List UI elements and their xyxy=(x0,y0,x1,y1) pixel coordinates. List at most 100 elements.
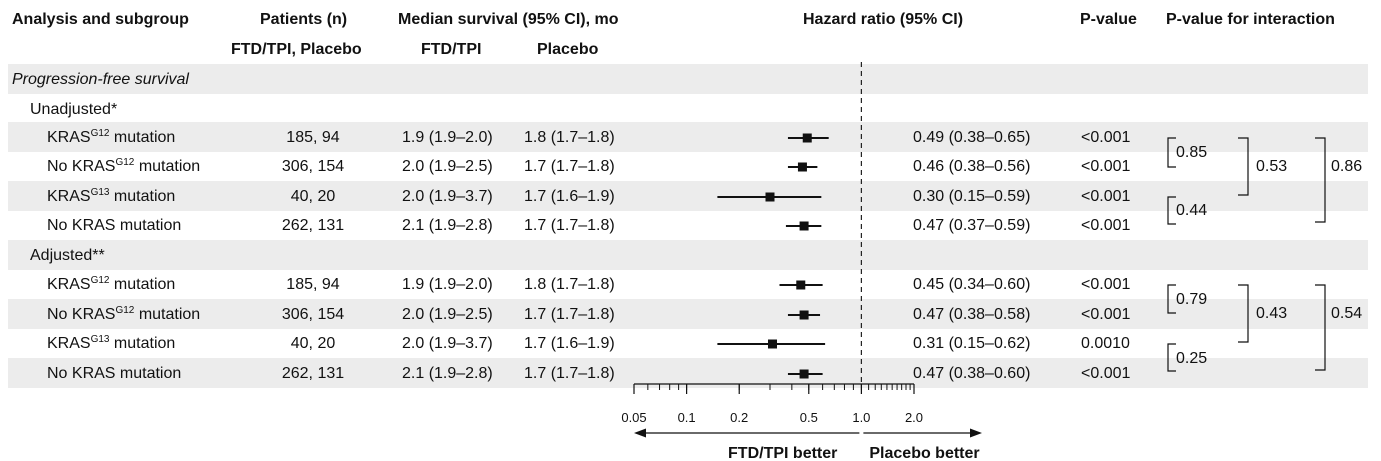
row-median-placebo: 1.7 (1.7–1.8) xyxy=(524,217,615,234)
row-median-placebo: 1.8 (1.7–1.8) xyxy=(524,276,615,293)
section-unadjusted: Unadjusted* xyxy=(30,101,118,118)
row-hr-text: 0.47 (0.38–0.58) xyxy=(913,306,1031,323)
row-label: No KRASG12 mutation xyxy=(47,306,200,324)
header-analysis: Analysis and subgroup xyxy=(12,11,189,28)
row-label-superscript: G13 xyxy=(90,187,110,198)
row-median-ftd: 1.9 (1.9–2.0) xyxy=(402,276,493,293)
row-label-superscript: G12 xyxy=(115,157,135,168)
hr-point xyxy=(802,133,812,143)
row-label-suffix: mutation xyxy=(109,276,176,293)
row-median-ftd: 2.1 (1.9–2.8) xyxy=(402,365,493,382)
row-pvalue: <0.001 xyxy=(1081,188,1131,205)
row-label: No KRAS mutation xyxy=(47,365,181,383)
header-pinteraction: P-value for interaction xyxy=(1166,11,1335,28)
row-patients: 185, 94 xyxy=(286,129,340,146)
row-patients: 40, 20 xyxy=(290,188,336,205)
row-label-superscript: G12 xyxy=(90,275,110,286)
interaction-adj-all: 0.54 xyxy=(1331,305,1363,322)
row-label-text: KRAS xyxy=(47,335,91,352)
x-axis-tick-label: 2.0 xyxy=(905,410,923,425)
row-median-placebo: 1.7 (1.7–1.8) xyxy=(524,158,615,175)
header-median-placebo: Placebo xyxy=(537,41,599,58)
row-label: KRASG13 mutation xyxy=(47,188,175,206)
hr-point xyxy=(799,310,809,320)
header-patients-sub: FTD/TPI, Placebo xyxy=(231,41,362,58)
row-median-ftd: 2.0 (1.9–3.7) xyxy=(402,188,493,205)
row-hr-text: 0.45 (0.34–0.60) xyxy=(913,276,1031,293)
row-hr-text: 0.47 (0.38–0.60) xyxy=(913,365,1031,382)
interaction-adj-g12-vs-g13: 0.43 xyxy=(1256,305,1288,322)
row-pvalue: <0.001 xyxy=(1081,276,1131,293)
bracket-adj-g12 xyxy=(1167,284,1176,314)
row-pvalue: 0.0010 xyxy=(1081,335,1130,352)
interaction-unadj-all: 0.86 xyxy=(1331,158,1363,175)
row-label-text: No KRAS xyxy=(47,158,116,175)
bracket-unadj-g12 xyxy=(1167,137,1176,168)
row-label-superscript: G13 xyxy=(90,334,110,345)
hr-point xyxy=(767,339,777,349)
section-adjusted: Adjusted** xyxy=(30,247,105,264)
interaction-adj-g13: 0.25 xyxy=(1176,350,1208,367)
row-hr-text: 0.30 (0.15–0.59) xyxy=(913,188,1031,205)
row-patients: 262, 131 xyxy=(281,365,345,382)
row-hr-text: 0.47 (0.37–0.59) xyxy=(913,217,1031,234)
row-hr-text: 0.31 (0.15–0.62) xyxy=(913,335,1031,352)
section-endpoint: Progression-free survival xyxy=(12,71,189,88)
header-patients: Patients (n) xyxy=(260,11,348,28)
hr-point xyxy=(799,369,809,379)
left-arrow-head xyxy=(634,428,646,438)
hr-point xyxy=(765,192,775,202)
row-label-text: KRAS xyxy=(47,276,91,293)
row-label-text: No KRAS mutation xyxy=(47,217,182,234)
left-favour-label: FTD/TPI better xyxy=(728,445,837,461)
row-label: No KRAS mutation xyxy=(47,217,181,235)
x-axis-tick-label: 0.05 xyxy=(621,410,646,425)
header-hazard-ratio: Hazard ratio (95% CI) xyxy=(803,11,964,28)
x-axis-tick-label: 0.2 xyxy=(730,410,748,425)
band-row xyxy=(8,122,1368,152)
band-endpoint xyxy=(8,64,1368,94)
row-median-ftd: 2.1 (1.9–2.8) xyxy=(402,217,493,234)
row-patients: 40, 20 xyxy=(290,335,336,352)
row-pvalue: <0.001 xyxy=(1081,217,1131,234)
band-row xyxy=(8,299,1368,329)
row-pvalue: <0.001 xyxy=(1081,306,1131,323)
row-pvalue: <0.001 xyxy=(1081,129,1131,146)
row-median-placebo: 1.7 (1.6–1.9) xyxy=(524,335,615,352)
interaction-adj-g12: 0.79 xyxy=(1176,291,1208,308)
interaction-unadj-g12-vs-g13: 0.53 xyxy=(1256,158,1288,175)
row-median-ftd: 2.0 (1.9–2.5) xyxy=(402,306,493,323)
row-label-suffix: mutation xyxy=(109,129,176,146)
bracket-adj-all xyxy=(1315,284,1326,371)
header-pvalue: P-value xyxy=(1080,11,1137,28)
row-label-superscript: G12 xyxy=(115,305,135,316)
row-median-placebo: 1.7 (1.7–1.8) xyxy=(524,365,615,382)
row-patients: 185, 94 xyxy=(286,276,340,293)
band-row xyxy=(8,358,1368,388)
row-label-text: KRAS xyxy=(47,188,91,205)
row-label-suffix: mutation xyxy=(134,158,201,175)
row-label-text: No KRAS xyxy=(47,306,116,323)
interaction-unadj-g12: 0.85 xyxy=(1176,144,1208,161)
bracket-unadj-g12-vs-g13 xyxy=(1238,137,1249,196)
band-section xyxy=(8,240,1368,270)
row-label: No KRASG12 mutation xyxy=(47,158,200,176)
header-median-ftd: FTD/TPI xyxy=(421,41,482,58)
bracket-adj-g12-vs-g13 xyxy=(1238,284,1249,343)
row-label: KRASG12 mutation xyxy=(47,129,175,147)
hr-point xyxy=(797,162,807,172)
row-median-ftd: 1.9 (1.9–2.0) xyxy=(402,129,493,146)
bracket-adj-g13 xyxy=(1167,343,1176,372)
right-favour-label: Placebo better xyxy=(869,445,979,461)
x-axis-tick-label: 0.5 xyxy=(800,410,818,425)
row-hr-text: 0.46 (0.38–0.56) xyxy=(913,158,1031,175)
hr-point xyxy=(799,221,809,231)
row-pvalue: <0.001 xyxy=(1081,158,1131,175)
header-median: Median survival (95% CI), mo xyxy=(398,11,619,28)
bracket-unadj-g13 xyxy=(1167,196,1176,225)
row-patients: 306, 154 xyxy=(281,306,345,323)
row-label-suffix: mutation xyxy=(109,335,176,352)
row-median-ftd: 2.0 (1.9–3.7) xyxy=(402,335,493,352)
